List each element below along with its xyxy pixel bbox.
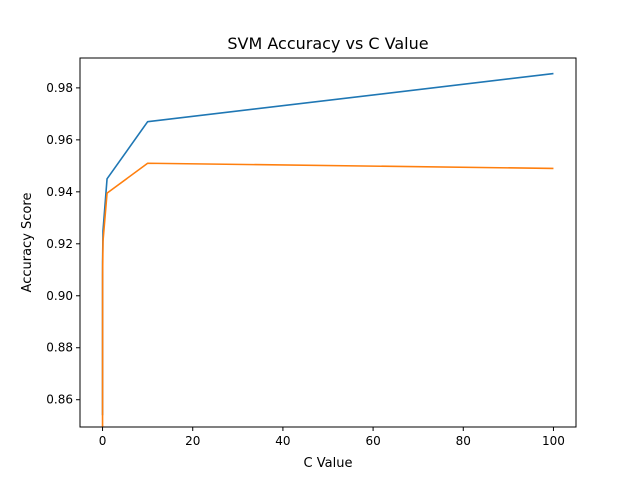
x-axis-label: C Value xyxy=(304,456,353,471)
x-tick-label: 0 xyxy=(99,434,107,448)
x-tick-label: 20 xyxy=(185,434,200,448)
y-axis-label: Accuracy Score xyxy=(20,193,35,293)
y-tick-label: 0.88 xyxy=(46,341,73,355)
chart-title: SVM Accuracy vs C Value xyxy=(227,34,428,53)
y-tick-label: 0.92 xyxy=(46,237,73,251)
x-tick-label: 60 xyxy=(365,434,380,448)
series-layer xyxy=(101,72,554,428)
y-tick-label: 0.94 xyxy=(46,185,73,199)
y-axis: 0.86 0.88 0.90 0.92 0.94 0.96 0.98 xyxy=(46,81,80,407)
x-tick-label: 40 xyxy=(275,434,290,448)
y-tick-label: 0.90 xyxy=(46,289,73,303)
y-tick-label: 0.86 xyxy=(46,393,73,407)
y-tick-label: 0.98 xyxy=(46,81,73,95)
y-tick-label: 0.96 xyxy=(46,133,73,147)
series-line-test xyxy=(101,162,554,428)
series-line-train xyxy=(101,72,554,416)
x-tick-label: 100 xyxy=(542,434,565,448)
plot-frame xyxy=(79,57,577,428)
x-tick-label: 80 xyxy=(456,434,471,448)
x-axis: 0 20 40 60 80 100 xyxy=(99,427,565,448)
